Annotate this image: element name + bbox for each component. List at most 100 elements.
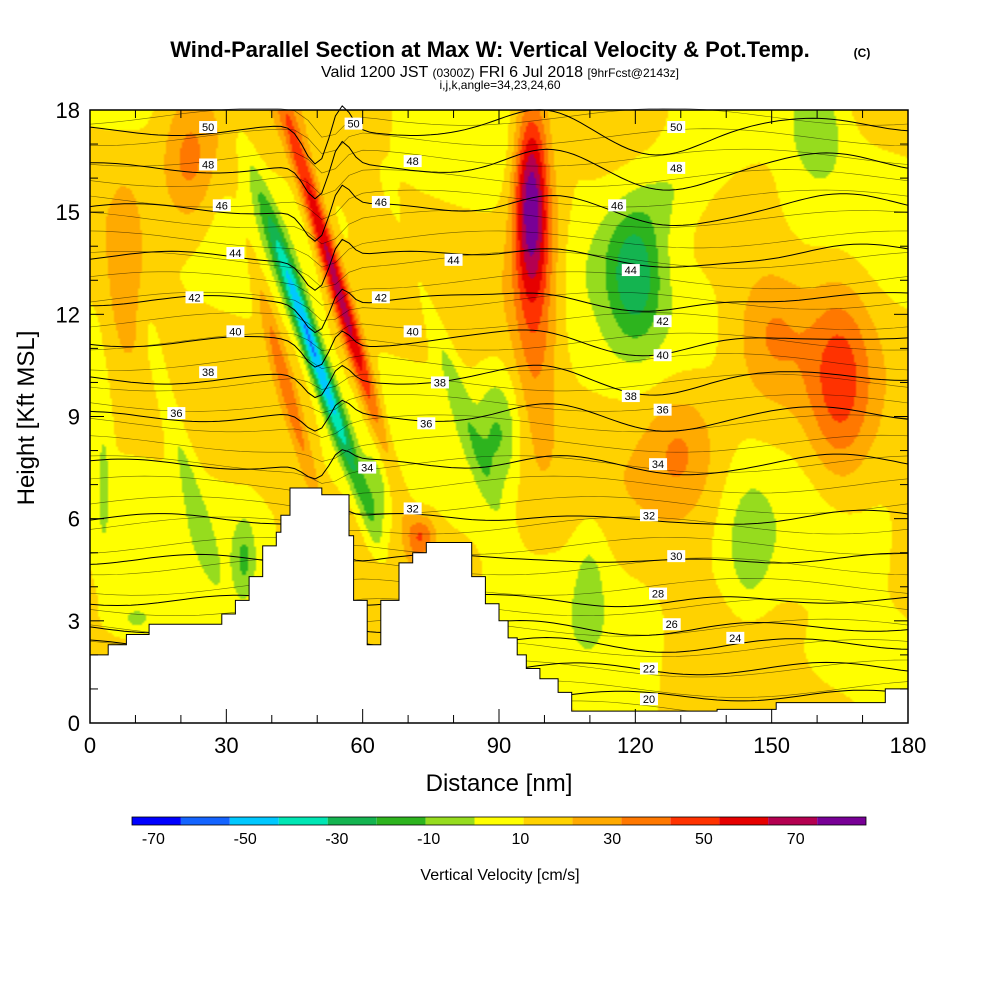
theta-label-box — [417, 417, 436, 430]
colorbar-tick-label: -50 — [234, 831, 257, 848]
theta-label-box — [621, 390, 640, 403]
theta-label-box — [662, 618, 681, 631]
theta-label-box — [649, 587, 668, 600]
colorbar-tick-label: 30 — [603, 831, 621, 848]
theta-contour-minor — [89, 210, 909, 245]
colorbar-swatch — [817, 817, 866, 825]
colorbar-swatch — [425, 817, 475, 825]
theta-contour-minor — [89, 312, 909, 336]
theta-label-box — [667, 550, 686, 563]
subtitle-forecast: [9hrFcst@2143z] — [587, 66, 679, 80]
theta-label-box — [653, 403, 672, 416]
theta-contour-minor — [89, 475, 909, 503]
theta-label-box — [344, 117, 363, 130]
theta-label: 46 — [375, 197, 387, 209]
subtitle-date: FRI 6 Jul 2018 — [479, 64, 583, 81]
theta-label-box — [403, 502, 422, 515]
y-tick-label: 9 — [68, 405, 80, 430]
colorbar-tick-label: -10 — [417, 831, 440, 848]
theta-label: 46 — [611, 200, 623, 212]
x-tick-label: 90 — [487, 733, 511, 758]
theta-contour-minor — [89, 496, 909, 519]
terrain-mask — [89, 487, 909, 724]
theta-label-box — [639, 693, 658, 706]
colorbar-tick-labels: -70 -50 -30 -10 10 30 50 70 — [142, 831, 805, 848]
theta-label-box — [199, 121, 218, 134]
x-tick-label: 0 — [84, 733, 96, 758]
theta-contour-48 — [90, 140, 909, 200]
y-tick-label: 15 — [56, 200, 80, 225]
colorbar-tick-label: 50 — [695, 831, 713, 848]
theta-label-box — [212, 199, 231, 212]
theta-label: 44 — [625, 265, 637, 277]
colorbar-swatch — [719, 817, 769, 825]
colorbar-tick-label: -70 — [142, 831, 165, 848]
theta-contour-minor — [89, 373, 909, 392]
theta-label: 38 — [625, 391, 637, 403]
colorbar-tick-label: 10 — [512, 831, 530, 848]
x-tick-label: 60 — [350, 733, 374, 758]
chart-title-mark: (C) — [854, 46, 871, 60]
theta-label: 38 — [434, 377, 446, 389]
colorbar-swatch — [278, 817, 328, 825]
theta-label: 48 — [670, 163, 682, 175]
subtitle-valid: Valid 1200 JST — [321, 64, 429, 81]
theta-label-box — [199, 366, 218, 379]
potential-temperature-labels: 20 22 24 26 28 30 32 32 34 34 36 36 36 38 38 38 40 40 40 42… — [167, 117, 745, 706]
theta-label: 36 — [656, 405, 668, 417]
theta-label-box — [199, 158, 218, 171]
chart-title: Wind-Parallel Section at Max W: Vertical… — [170, 37, 810, 62]
chart-subtitle-indices: i,j,k,angle=34,23,24,60 — [439, 78, 560, 92]
theta-label: 26 — [666, 619, 678, 631]
theta-label: 42 — [188, 292, 200, 304]
theta-contour-34 — [89, 449, 909, 480]
theta-label: 36 — [170, 408, 182, 420]
x-tick-label: 180 — [890, 733, 927, 758]
theta-label: 32 — [643, 510, 655, 522]
theta-label-box — [726, 631, 745, 644]
theta-contour-minor — [89, 291, 909, 321]
theta-label: 28 — [652, 589, 664, 601]
colorbar-swatch — [474, 817, 524, 825]
theta-contour-minor — [89, 230, 909, 268]
theta-label-box — [403, 325, 422, 338]
theta-label-box — [444, 253, 463, 266]
theta-contour-minor — [90, 128, 909, 155]
theta-label: 48 — [407, 156, 419, 168]
theta-label: 40 — [229, 326, 241, 338]
theta-contour-minor — [89, 332, 909, 351]
theta-label-box — [226, 325, 245, 338]
theta-label-box — [667, 161, 686, 174]
plot-area: 20 22 24 26 28 30 32 32 34 34 36 36 36 38 38 38 40 40 40 42… — [89, 105, 909, 724]
theta-label-box — [639, 662, 658, 675]
theta-label: 36 — [420, 418, 432, 430]
colorbar-swatch — [132, 817, 181, 825]
theta-contour-28 — [89, 594, 909, 612]
theta-contour-minor — [89, 537, 909, 555]
theta-contour-44 — [89, 238, 909, 291]
theta-contour-30 — [89, 552, 909, 576]
y-tick-label: 12 — [56, 302, 80, 327]
theta-contour-minor — [89, 455, 909, 484]
colorbar-swatch — [327, 817, 377, 825]
theta-label-box — [371, 195, 390, 208]
theta-label: 50 — [347, 119, 359, 131]
colorbar-swatch — [572, 817, 622, 825]
colorbar-swatch — [376, 817, 426, 825]
theta-contour-40 — [89, 329, 909, 368]
theta-label-box — [639, 509, 658, 522]
theta-contour-42 — [89, 288, 909, 334]
colorbar-swatch — [180, 817, 230, 825]
theta-contour-minor — [89, 353, 909, 371]
x-tick-label: 120 — [617, 733, 654, 758]
y-axis-label: Height [Kft MSL] — [13, 331, 40, 506]
theta-label-box — [649, 458, 668, 471]
theta-label: 32 — [407, 503, 419, 515]
theta-label-box — [226, 247, 245, 260]
colorbar-swatch — [621, 817, 671, 825]
theta-contour-minor — [89, 148, 909, 174]
theta-contour-minor — [89, 434, 909, 462]
theta-label: 44 — [447, 255, 459, 267]
theta-label: 44 — [229, 248, 241, 260]
